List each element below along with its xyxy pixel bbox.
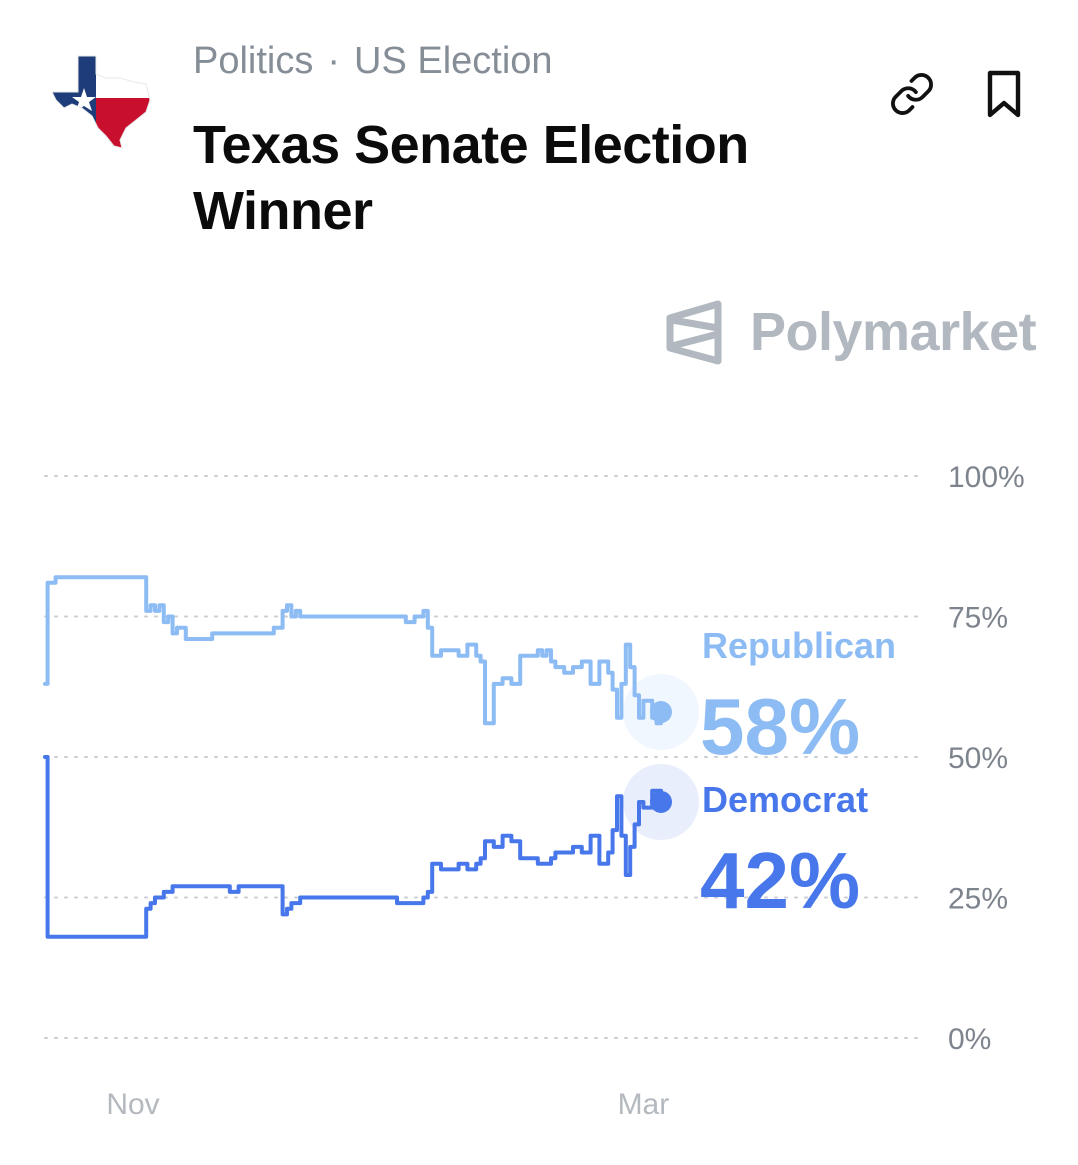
y-tick-label: 75%: [948, 602, 1008, 635]
market-title: Texas Senate Election Winner: [193, 115, 749, 241]
market-header: Politics · US Election Texas Senate Electi…: [0, 0, 1078, 260]
x-tick-label: Mar: [618, 1088, 670, 1121]
series-line-republican: [43, 575, 663, 726]
endpoint-marker[interactable]: [650, 790, 672, 813]
price-chart: 0% 25% 50% 75% 100% Nov Mar Republican 58% Democr…: [0, 440, 1078, 1160]
texas-flag-map-icon: [50, 52, 154, 152]
breadcrumb-separator: ·: [327, 40, 341, 82]
bookmark-icon: [987, 70, 1021, 118]
chart-canvas: 0% 25% 50% 75% 100% Nov Mar Republican 58% Democr…: [43, 461, 1025, 1121]
series-line-democrat: [43, 755, 663, 939]
breadcrumb-category[interactable]: Politics: [193, 40, 314, 82]
polymarket-wordmark: Polymarket: [750, 302, 1037, 362]
y-tick-label: 100%: [948, 461, 1025, 494]
bookmark-button[interactable]: [978, 68, 1030, 120]
breadcrumb: Politics · US Election: [193, 40, 553, 83]
y-tick-label: 50%: [948, 742, 1008, 775]
y-tick-label: 25%: [948, 883, 1008, 916]
copy-link-button[interactable]: [886, 68, 938, 120]
polymarket-logo-icon: [666, 300, 722, 365]
y-tick-label: 0%: [948, 1023, 991, 1056]
endpoint-marker[interactable]: [650, 701, 672, 724]
series-value-label: 58%: [700, 682, 860, 771]
series-name-label: Republican: [702, 625, 896, 666]
x-tick-label: Nov: [106, 1088, 159, 1121]
series-name-label: Democrat: [702, 779, 868, 820]
breadcrumb-subcategory[interactable]: US Election: [354, 40, 553, 82]
link-icon: [891, 73, 933, 115]
polymarket-logo: Polymarket: [664, 298, 1037, 366]
series-value-label: 42%: [700, 836, 860, 925]
